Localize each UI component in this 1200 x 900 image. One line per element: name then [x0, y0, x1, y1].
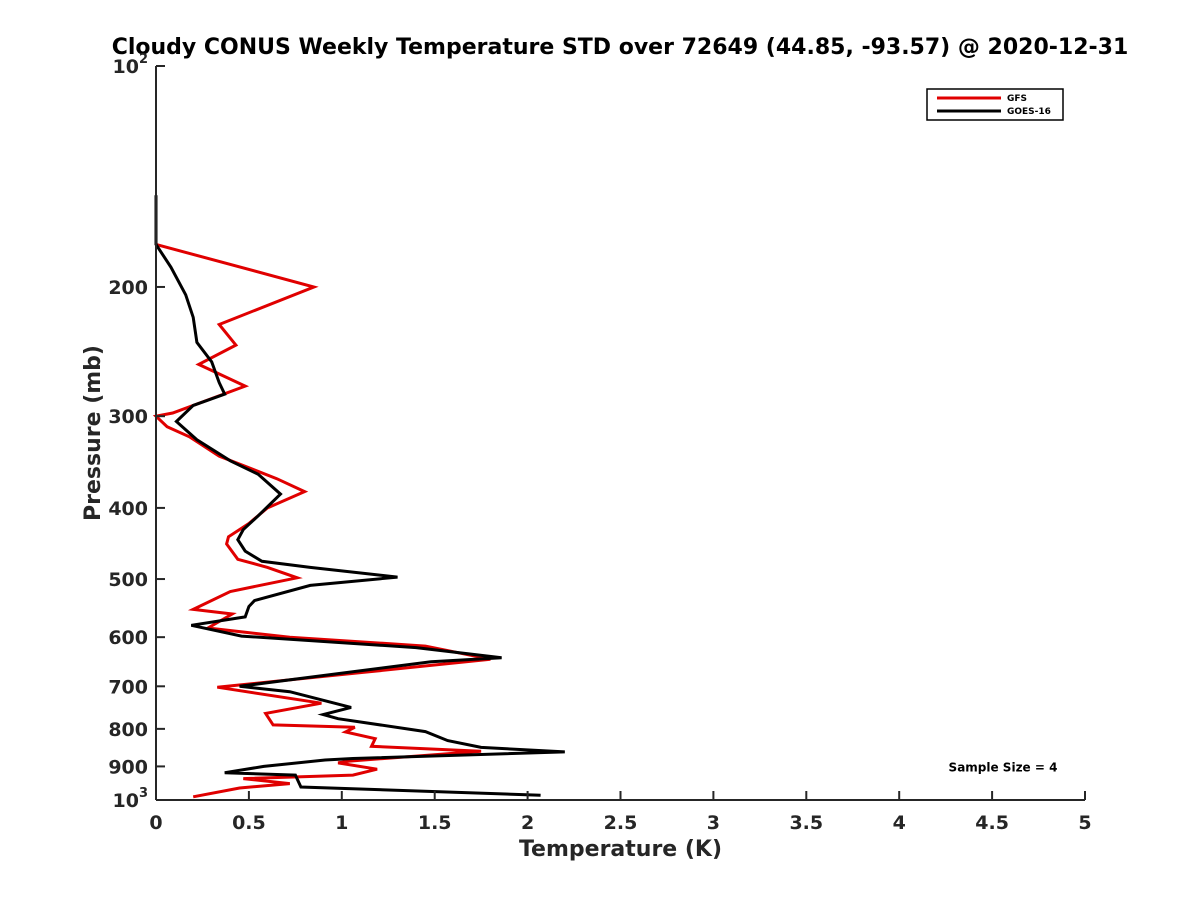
legend-label: GOES-16	[1007, 107, 1051, 117]
chart-title: Cloudy CONUS Weekly Temperature STD over…	[112, 35, 1129, 60]
x-tick-label: 1.5	[418, 812, 452, 834]
x-ticks: 0 0.5 1 1.5 2 2.5 3 3.5 4 4.5 5	[149, 791, 1092, 834]
sample-size-annotation: Sample Size = 4	[949, 760, 1058, 774]
x-tick-label: 2	[521, 812, 534, 834]
x-tick-label: 2.5	[604, 812, 638, 834]
series-layer	[152, 195, 565, 799]
x-tick-label: 5	[1078, 812, 1091, 834]
legend: GFS GOES-16	[926, 88, 1064, 121]
x-tick-label: 3.5	[789, 812, 823, 834]
x-tick-label: 4	[893, 812, 906, 834]
y-tick-label: 600	[108, 627, 148, 649]
y-tick-label: 103	[113, 786, 149, 812]
x-tick-label: 0.5	[232, 812, 266, 834]
x-tick-label: 4.5	[975, 812, 1009, 834]
y-tick-label: 400	[108, 498, 148, 520]
legend-label: GFS	[1007, 94, 1027, 104]
y-tick-label: 300	[108, 406, 148, 428]
x-tick-label: 3	[707, 812, 720, 834]
y-tick-label: 900	[108, 756, 148, 778]
y-tick-label: 700	[108, 676, 148, 698]
y-ticks: 102 200 300 400 500 600 700 800 900 103	[108, 52, 165, 812]
x-tick-label: 0	[149, 812, 162, 834]
x-tick-label: 1	[335, 812, 348, 834]
y-axis-label: Pressure (mb)	[81, 345, 106, 521]
series-line-goes-16	[154, 195, 565, 797]
y-tick-label: 200	[108, 277, 148, 299]
y-tick-label: 500	[108, 569, 148, 591]
legend-box	[926, 88, 1064, 121]
y-tick-label: 800	[108, 719, 148, 741]
y-tick-label: 102	[113, 52, 149, 78]
axes	[155, 66, 1085, 801]
x-axis-label: Temperature (K)	[519, 837, 722, 862]
